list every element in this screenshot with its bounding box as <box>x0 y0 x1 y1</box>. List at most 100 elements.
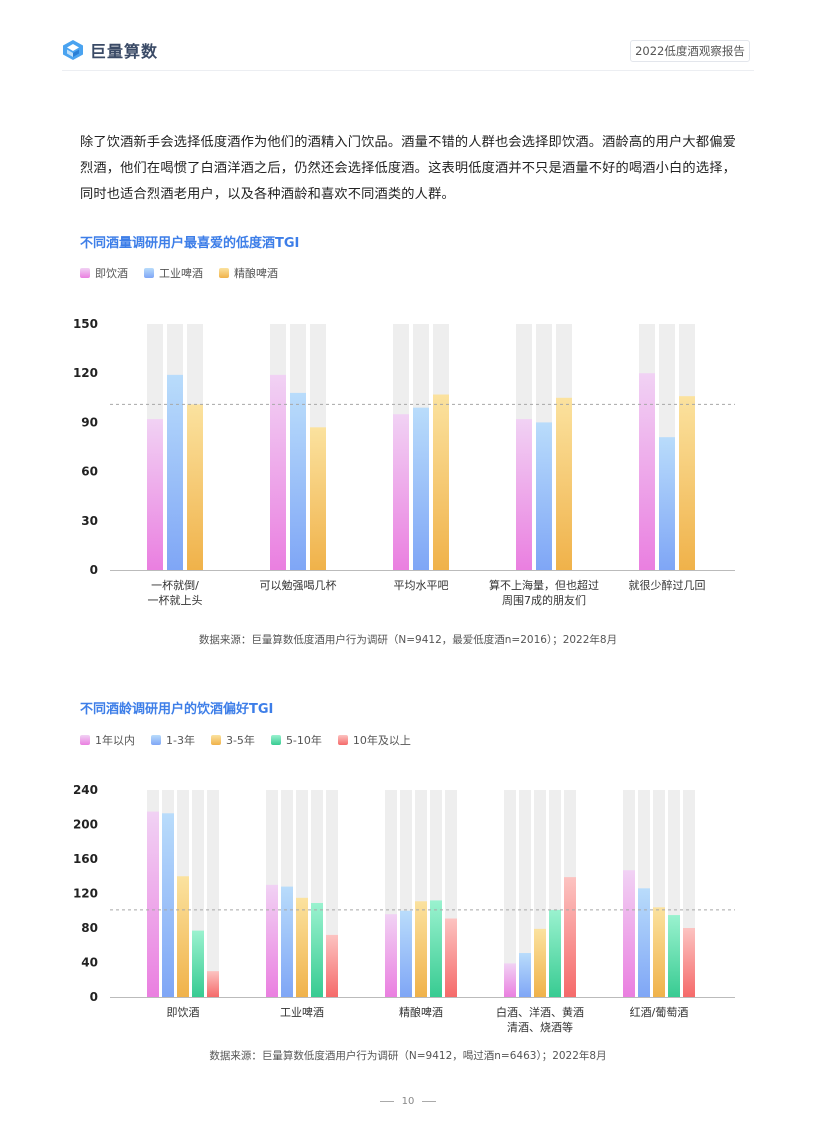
legend-label: 1年以内 <box>95 734 135 747</box>
bar-工业啤酒 <box>290 392 306 570</box>
legend-item: 1年以内 <box>80 732 135 748</box>
y-tick-label: 120 <box>73 887 98 901</box>
category-label: 白酒、洋酒、黄酒清酒、烧酒等 <box>496 1005 584 1034</box>
bar-5-10年 <box>549 909 561 997</box>
chart-2-title: 不同酒龄调研用户的饮酒偏好TGI <box>80 702 274 717</box>
y-tick-label: 150 <box>73 317 98 331</box>
bar-即饮酒 <box>393 414 409 570</box>
category-label: 工业啤酒 <box>280 1005 324 1019</box>
bar-即饮酒 <box>147 419 163 570</box>
legend-label: 即饮酒 <box>95 267 128 280</box>
footer-dash-left <box>379 1100 394 1102</box>
page-header: 巨量算数 2022低度酒观察报告 <box>0 0 816 71</box>
header-divider <box>62 70 754 71</box>
legend-label: 精酿啤酒 <box>234 267 278 280</box>
bar-1-3年 <box>519 953 531 997</box>
bar-1年以内 <box>504 963 516 997</box>
bar-工业啤酒 <box>413 407 429 570</box>
report-title: 2022低度酒观察报告 <box>630 40 750 62</box>
bar-1-3年 <box>400 910 412 997</box>
chart-1-title: 不同酒量调研用户最喜爱的低度酒TGI <box>80 236 300 251</box>
legend-swatch <box>219 268 229 278</box>
bar-3-5年 <box>296 897 308 997</box>
y-tick-label: 240 <box>73 783 98 797</box>
legend-swatch <box>144 268 154 278</box>
y-tick-label: 60 <box>81 465 98 479</box>
bar-track <box>519 790 531 997</box>
bar-10年及以上 <box>445 918 457 997</box>
bar-精酿啤酒 <box>433 394 449 570</box>
category-label: 算不上海量，但也超过周围7成的朋友们 <box>489 578 599 607</box>
bar-1年以内 <box>266 884 278 997</box>
page-number: 10 <box>401 1096 415 1107</box>
chart-1-legend: 即饮酒 工业啤酒 精酿啤酒 <box>80 265 294 281</box>
legend-item: 10年及以上 <box>337 732 411 748</box>
legend-swatch <box>80 735 90 745</box>
intro-paragraph: 除了饮酒新手会选择低度酒作为他们的酒精入门饮品。酒量不错的人群也会选择即饮酒。酒… <box>80 135 736 202</box>
legend-item: 1-3年 <box>151 732 195 748</box>
bar-1年以内 <box>623 870 635 997</box>
category-label: 一杯就倒/一杯就上头 <box>148 578 203 607</box>
legend-label: 1-3年 <box>166 734 195 747</box>
chart-2-source: 数据来源：巨量算数低度酒用户行为调研（N=9412，喝过酒n=6463）；202… <box>209 1050 607 1062</box>
bar-工业啤酒 <box>167 374 183 570</box>
chart-1-plot: 0 30 60 90 120 150 一杯就倒/一杯就上头 可以勉强喝几杯 平均水平吧 算不上海量… <box>73 317 735 607</box>
bar-3-5年 <box>177 876 189 997</box>
logo-text: 巨量算数 <box>90 42 159 61</box>
category-label: 平均水平吧 <box>394 579 449 592</box>
y-tick-label: 80 <box>81 921 98 935</box>
bar-即饮酒 <box>270 374 286 570</box>
y-tick-label: 120 <box>73 366 98 380</box>
bar-工业啤酒 <box>659 437 675 570</box>
y-tick-label: 0 <box>90 563 98 577</box>
page-footer: 10 <box>0 1096 816 1107</box>
bar-3-5年 <box>534 928 546 997</box>
bar-3-5年 <box>415 901 427 997</box>
legend-swatch <box>80 268 90 278</box>
bar-精酿啤酒 <box>679 396 695 570</box>
bar-精酿啤酒 <box>310 427 326 570</box>
y-tick-label: 200 <box>73 818 98 832</box>
legend-item: 工业啤酒 <box>144 265 203 281</box>
legend-swatch <box>337 735 348 745</box>
category-label: 就很少醉过几回 <box>629 578 706 592</box>
category-label: 精酿啤酒 <box>399 1005 443 1019</box>
category-label: 红酒/葡萄酒 <box>630 1006 689 1019</box>
logo: 巨量算数 <box>62 38 158 62</box>
legend-label: 工业啤酒 <box>159 267 203 280</box>
bar-工业啤酒 <box>536 422 552 570</box>
footer-dash-right <box>422 1100 437 1102</box>
legend-item: 3-5年 <box>210 732 255 748</box>
bar-即饮酒 <box>639 373 655 570</box>
bar-track <box>207 790 219 997</box>
bar-精酿啤酒 <box>556 397 572 570</box>
legend-label: 10年及以上 <box>352 734 411 747</box>
legend-swatch <box>151 735 161 745</box>
legend-swatch <box>210 735 221 745</box>
bar-即饮酒 <box>516 419 532 570</box>
bar-精酿啤酒 <box>187 404 203 570</box>
bar-1年以内 <box>147 811 159 997</box>
chart-2-legend: 1年以内 1-3年 3-5年 5-10年 10年及以上 <box>80 732 427 748</box>
category-label: 即饮酒 <box>167 1006 200 1019</box>
bar-3-5年 <box>653 907 665 997</box>
y-tick-label: 30 <box>81 514 98 528</box>
chart-1-source: 数据来源：巨量算数低度酒用户行为调研（N=9412，最爱低度酒n=2016）；2… <box>198 634 618 646</box>
legend-item: 5-10年 <box>270 732 322 748</box>
y-tick-label: 160 <box>73 852 98 866</box>
bar-1年以内 <box>385 914 397 997</box>
bar-1-3年 <box>281 886 293 997</box>
bar-10年及以上 <box>564 877 576 997</box>
legend-label: 5-10年 <box>285 734 322 747</box>
bar-10年及以上 <box>207 971 219 997</box>
legend-item: 即饮酒 <box>80 265 128 281</box>
bar-1-3年 <box>638 888 650 997</box>
legend-swatch <box>270 735 281 745</box>
chart-2-plot: 0 40 80 120 160 200 240 即饮酒 工业啤酒 精酿啤酒 白酒、洋酒、黄酒清酒、烧… <box>73 783 735 1034</box>
legend-item: 精酿啤酒 <box>219 265 278 281</box>
category-label: 可以勉强喝几杯 <box>260 578 337 592</box>
y-tick-label: 90 <box>81 415 98 429</box>
legend-label: 3-5年 <box>225 734 255 747</box>
bar-5-10年 <box>311 902 323 997</box>
logo-cube-icon <box>63 40 83 60</box>
